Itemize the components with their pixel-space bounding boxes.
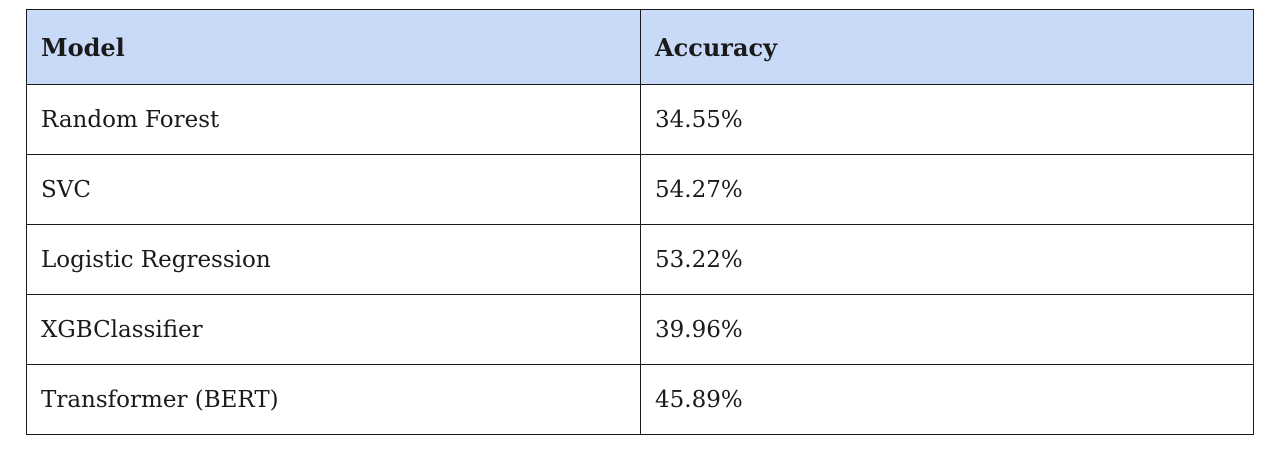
results-table-container: Model Accuracy Random Forest 34.55% SVC … [26,9,1254,435]
header-accuracy: Accuracy [640,9,1254,85]
table-row: SVC 54.27% [26,154,1254,225]
table-row: Transformer (BERT) 45.89% [26,364,1254,435]
table-row: Logistic Regression 53.22% [26,224,1254,295]
cell-model: Transformer (BERT) [26,364,641,435]
table-row: Random Forest 34.55% [26,84,1254,155]
header-model: Model [26,9,641,85]
cell-accuracy: 39.96% [640,294,1254,365]
cell-accuracy: 53.22% [640,224,1254,295]
table-row: XGBClassifier 39.96% [26,294,1254,365]
cell-accuracy: 45.89% [640,364,1254,435]
cell-accuracy: 34.55% [640,84,1254,155]
cell-model: XGBClassifier [26,294,641,365]
cell-model: Random Forest [26,84,641,155]
model-accuracy-table: Model Accuracy Random Forest 34.55% SVC … [26,9,1254,435]
table-header-row: Model Accuracy [26,9,1254,85]
cell-accuracy: 54.27% [640,154,1254,225]
cell-model: Logistic Regression [26,224,641,295]
cell-model: SVC [26,154,641,225]
